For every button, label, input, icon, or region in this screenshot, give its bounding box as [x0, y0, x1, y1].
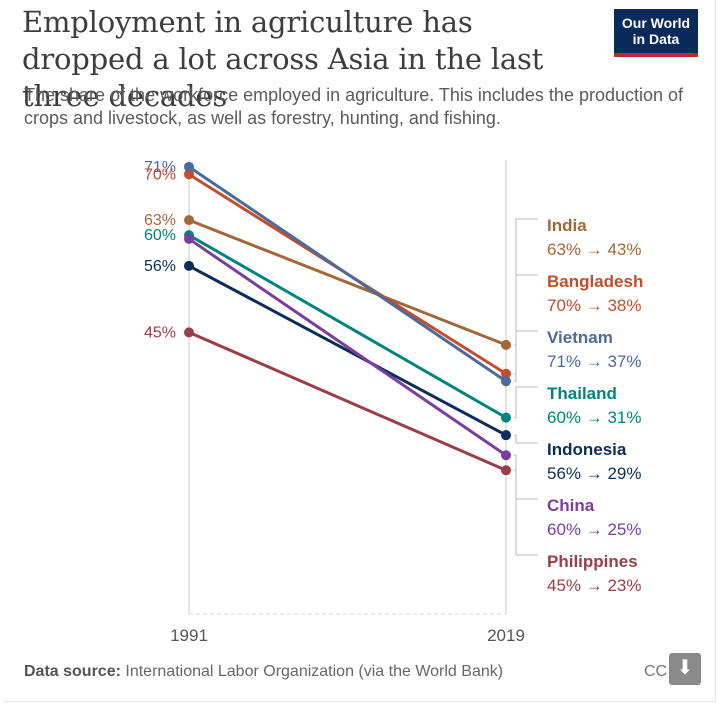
series-value-bangladesh: 70% → 38%: [547, 296, 642, 315]
point-start-india: [184, 215, 194, 226]
data-source-text[interactable]: International Labor Organization (via th…: [125, 663, 504, 680]
series-label-philippines: Philippines: [547, 552, 638, 571]
series-line-thailand: [187, 233, 508, 420]
point-start-bangladesh: [184, 169, 194, 180]
connector-china: [514, 454, 538, 500]
connector-thailand: [514, 386, 538, 419]
connector-vietnam: [514, 330, 538, 382]
point-end-china: [501, 450, 511, 461]
series-value-indonesia: 56% → 29%: [547, 464, 642, 483]
point-end-thailand: [501, 412, 511, 423]
series-value-vietnam: 71% → 37%: [547, 352, 642, 371]
point-end-philippines: [501, 465, 511, 476]
connector-india: [514, 218, 538, 346]
connector-bangladesh: [514, 274, 538, 375]
point-start-indonesia: [184, 260, 194, 271]
slope-chart: 1991 2019 71%70% 63%60% 56% 45% India 63% → 43%…: [144, 159, 643, 645]
series-value-india: 63% → 43%: [547, 240, 642, 259]
series-label-indonesia: Indonesia: [547, 440, 627, 459]
connector-philippines: [514, 469, 538, 556]
point-end-indonesia: [501, 430, 511, 441]
series-label-vietnam: Vietnam: [547, 328, 613, 347]
license-label[interactable]: CC: [644, 663, 668, 680]
point-start-vietnam: [184, 161, 194, 172]
start-value-label: 71%: [144, 159, 176, 176]
download-icon: ⬇: [676, 657, 694, 679]
series-line-india: [187, 218, 508, 347]
series-label-india: India: [547, 216, 587, 235]
series-line-indonesia: [187, 264, 508, 437]
data-source-label: Data source:: [24, 663, 121, 680]
download-button[interactable]: ⬇: [669, 653, 701, 685]
point-start-china: [184, 233, 194, 244]
start-value-label: 45%: [144, 324, 176, 341]
series-line-china: [187, 237, 508, 457]
x-tick-label-start: 1991: [170, 626, 208, 645]
series-label-china: China: [547, 496, 595, 515]
series-line-philippines: [187, 330, 508, 472]
series-label-bangladesh: Bangladesh: [547, 272, 643, 291]
start-value-label: 56%: [144, 258, 176, 275]
point-end-india: [501, 339, 511, 350]
connector-indonesia: [514, 434, 538, 444]
start-value-label: 63%: [144, 212, 176, 229]
chart-card: [4, 0, 716, 702]
start-value-label: 70%: [144, 166, 176, 183]
series-value-china: 60% → 25%: [547, 520, 642, 539]
series-label-thailand: Thailand: [547, 384, 617, 403]
chart-subtitle: The share of the workforce employed in a…: [24, 85, 684, 128]
start-value-label: 60%: [144, 227, 176, 244]
series-line-vietnam: [187, 165, 508, 383]
series-value-philippines: 45% → 23%: [547, 576, 642, 595]
logo-line-2: in Data: [632, 31, 680, 47]
data-source: Data source: International Labor Organiz…: [24, 663, 503, 681]
series-value-thailand: 60% → 31%: [547, 408, 642, 427]
logo-line-1: Our World: [621, 15, 691, 31]
chart-title: Employment in agriculture has dropped a …: [22, 5, 544, 113]
x-tick-label-end: 2019: [487, 626, 525, 645]
point-end-bangladesh: [501, 368, 511, 379]
point-end-vietnam: [501, 376, 511, 387]
point-start-philippines: [184, 327, 194, 338]
owid-logo[interactable]: Our World in Data: [614, 9, 698, 57]
